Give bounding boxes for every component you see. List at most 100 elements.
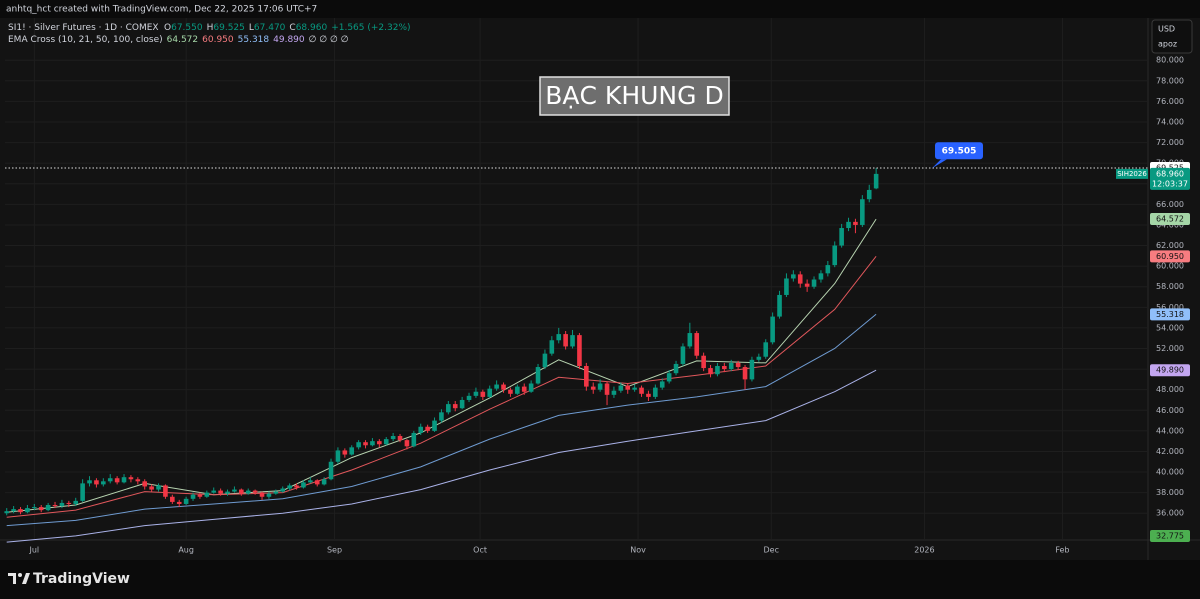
candle-body — [694, 333, 700, 356]
candle-body — [466, 395, 472, 400]
candle-body — [239, 489, 244, 494]
candle-body — [163, 485, 168, 497]
currency-box[interactable] — [1151, 19, 1193, 54]
candle-body — [73, 500, 79, 504]
candle-body — [673, 363, 679, 374]
ohlc-value: 67.550 — [171, 23, 203, 33]
candle-body — [666, 373, 672, 382]
y-tick-label: 80.000 — [1156, 56, 1184, 65]
candle-body — [197, 494, 203, 497]
candle-body — [225, 491, 230, 494]
candle-body — [183, 498, 189, 504]
ohlc-value: 67.470 — [254, 23, 286, 33]
candle-body — [190, 494, 196, 499]
grid: 36.000 38.000 40.000 42.000 44.000 46.000 48.0… — [5, 18, 1184, 555]
ema-tag-box — [1150, 308, 1190, 321]
candle-body — [659, 381, 665, 388]
candle-body — [687, 333, 693, 347]
candle-body — [639, 387, 644, 394]
candle-body — [749, 359, 755, 380]
callout-label: 69.505 — [942, 146, 977, 156]
candle-body — [604, 383, 610, 395]
header-caption: anhtq_hct created with TradingView.com, … — [6, 5, 317, 15]
y-tick-label: 74.000 — [1156, 117, 1184, 126]
candle-body — [480, 391, 486, 397]
candle-body — [597, 383, 603, 390]
candle-body — [646, 393, 651, 397]
candle-body — [625, 385, 631, 390]
candle-body — [232, 489, 237, 492]
candle-body — [797, 274, 803, 284]
candle-body — [473, 391, 479, 396]
candle-body — [508, 389, 513, 394]
candle-body — [94, 480, 99, 485]
candle-body — [301, 482, 306, 488]
indicator-value: 64.572 — [167, 35, 199, 45]
y-tick-label: 58.000 — [1156, 282, 1184, 291]
candle-body — [101, 481, 106, 485]
countdown: 12:03:37 — [1152, 179, 1188, 188]
y-tick-label: 76.000 — [1156, 97, 1184, 106]
candle-body — [452, 404, 458, 409]
candle-body — [811, 279, 817, 287]
y-tick-label: 44.000 — [1156, 426, 1184, 435]
ohlc-key: L — [249, 23, 254, 33]
candle-body — [487, 388, 493, 397]
brand-logo — [8, 573, 30, 584]
candle-body — [66, 502, 72, 504]
candle-body — [59, 502, 65, 507]
candle-body — [287, 485, 292, 489]
ema-line — [6, 313, 877, 527]
candle-body — [763, 342, 769, 357]
price-tags: 69.525SIH202668.96012:03:3764.57260.9505… — [5, 142, 1190, 542]
unit[interactable]: apoz — [1158, 40, 1177, 49]
y-tick-label: 60.000 — [1156, 262, 1184, 271]
candle-body — [280, 488, 286, 492]
brand[interactable]: TradingView — [33, 571, 130, 587]
ema-line — [6, 369, 877, 543]
ohlc-key: H — [207, 23, 214, 33]
x-tick-label: Aug — [178, 546, 194, 555]
candle-body — [321, 479, 327, 485]
currency[interactable]: USD — [1158, 25, 1175, 34]
candle-body — [439, 412, 444, 421]
candle-body — [584, 366, 589, 387]
candle-body — [4, 511, 10, 514]
candle-body — [11, 509, 16, 512]
candle-body — [156, 485, 161, 490]
candle-body — [784, 278, 789, 295]
candle-body — [149, 486, 154, 490]
candle-body — [383, 439, 389, 445]
candle-body — [708, 368, 713, 375]
callout-box — [935, 142, 983, 160]
y-tick-label: 40.000 — [1156, 468, 1184, 477]
candle-body — [542, 353, 548, 368]
candle-body — [142, 481, 148, 487]
candle-body — [521, 386, 527, 392]
y-tick-label: 78.000 — [1156, 76, 1184, 85]
candle-body — [38, 507, 44, 511]
ema-tag-box — [1150, 213, 1190, 226]
candle-body — [335, 450, 341, 462]
candle-body — [777, 294, 782, 317]
candle-body — [611, 390, 617, 395]
candle-body — [404, 440, 410, 447]
candle-body — [273, 491, 279, 494]
y-tick-label: 38.000 — [1156, 488, 1184, 497]
indicator-legend: EMA Cross (10, 21, 50, 100, close) 64.572… — [8, 35, 349, 45]
candle-body — [128, 477, 134, 480]
candle-body — [618, 385, 624, 391]
indicator-value: 60.950 — [202, 35, 234, 45]
candle-body — [804, 283, 810, 287]
candle-body — [653, 387, 658, 397]
x-tick-label: Jul — [28, 546, 39, 555]
y-tick-label: 42.000 — [1156, 447, 1184, 456]
candle-body — [397, 436, 403, 441]
change: +1.565 (+2.32%) — [331, 23, 410, 33]
x-tick-label: Dec — [764, 546, 779, 555]
x-tick-label: Nov — [630, 546, 646, 555]
candle-body — [632, 387, 637, 390]
candle-body — [259, 492, 265, 497]
indicator-value: 49.890 — [273, 35, 305, 45]
candle-body — [549, 340, 555, 354]
